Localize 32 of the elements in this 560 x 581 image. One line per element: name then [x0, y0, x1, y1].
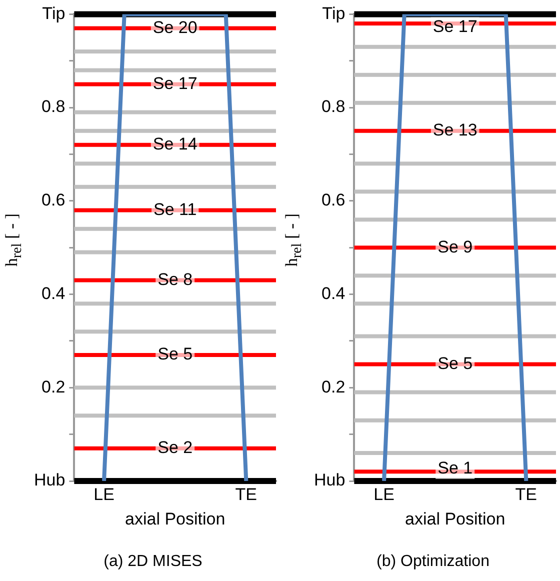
ref-line-label: Se 14 — [152, 134, 198, 154]
y-tick-label: 0.4 — [42, 284, 66, 303]
x-tick-label: LE — [94, 484, 114, 504]
x-axis-title: axial Position — [405, 509, 506, 528]
ref-line-label: Se 17 — [152, 74, 198, 93]
y-tick-label: 0.4 — [322, 284, 346, 303]
text: (a) 2D MISES — [104, 552, 202, 570]
y-tick-label: 0.2 — [322, 377, 346, 396]
y-tick-label: 0.6 — [322, 190, 346, 210]
ref-line-label: Se 11 — [154, 200, 197, 219]
y-tick-label: 0.8 — [322, 97, 346, 116]
ref-line-label: Se 2 — [158, 438, 193, 458]
y-tick-label: Hub — [34, 470, 66, 490]
y-tick-label: 0.6 — [42, 190, 66, 210]
y-tick-label: Tip — [322, 4, 346, 23]
ref-line-label: Se 5 — [158, 344, 193, 364]
y-tick-label: 0.8 — [42, 97, 66, 116]
ref-line-label: Se 8 — [158, 270, 193, 289]
x-axis-title: axial Position — [125, 509, 226, 528]
ref-line-label: Se 5 — [438, 354, 473, 373]
ref-line-label: Se 20 — [152, 18, 198, 37]
y-tick-label: Tip — [42, 4, 66, 23]
ref-line-label: Se 17 — [432, 16, 478, 36]
ref-line-label: Se 13 — [432, 120, 478, 140]
text: (b) Optimization — [376, 552, 490, 570]
ref-line-label: Se 1 — [438, 458, 473, 478]
x-tick-label: LE — [374, 484, 394, 504]
x-tick-label: TE — [235, 484, 258, 504]
y-tick-label: Hub — [314, 470, 346, 490]
y-tick-label: 0.2 — [42, 377, 66, 396]
ref-line-label: Se 9 — [438, 237, 473, 256]
x-tick-label: TE — [515, 484, 538, 504]
